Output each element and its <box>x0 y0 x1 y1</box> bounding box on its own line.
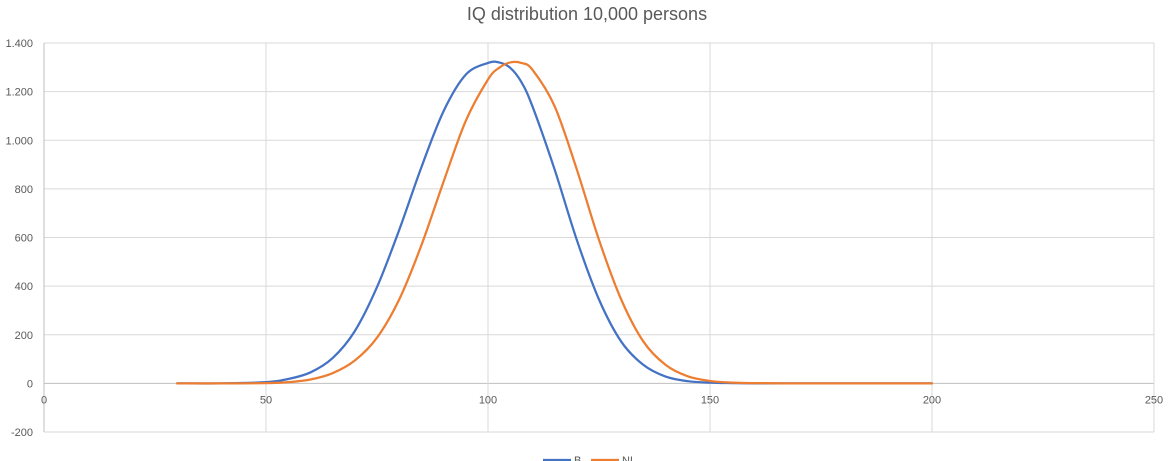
y-tick-label: 200 <box>15 330 33 342</box>
y-tick-label: 400 <box>15 281 33 293</box>
y-tick-label: 1.200 <box>5 87 33 99</box>
legend-label-b: B <box>574 455 581 461</box>
series-layer <box>176 60 934 385</box>
legend[interactable]: B NL <box>543 455 636 461</box>
y-tick-label: 1.400 <box>5 38 33 50</box>
y-tick-label: 600 <box>15 233 33 245</box>
legend-label-nl: NL <box>622 455 636 461</box>
y-tick-label: -200 <box>11 427 33 439</box>
y-tick-label: 1.000 <box>5 135 33 147</box>
x-tick-label: 200 <box>923 394 941 406</box>
grid-layer <box>43 42 1155 433</box>
x-tick-label: 0 <box>41 394 47 406</box>
x-tick-label: 250 <box>1145 394 1163 406</box>
x-tick-label: 150 <box>701 394 719 406</box>
y-tick-label: 0 <box>27 378 33 390</box>
axis-layer: -200 0 200 400 600 800 1.000 1.200 1.400 0 50 100 15… <box>5 38 1163 439</box>
y-tick-label: 800 <box>15 184 33 196</box>
chart-title: IQ distribution 10,000 persons <box>467 4 707 24</box>
series-line-nl <box>176 60 934 385</box>
x-tick-label: 50 <box>260 394 272 406</box>
x-tick-label: 100 <box>479 394 497 406</box>
